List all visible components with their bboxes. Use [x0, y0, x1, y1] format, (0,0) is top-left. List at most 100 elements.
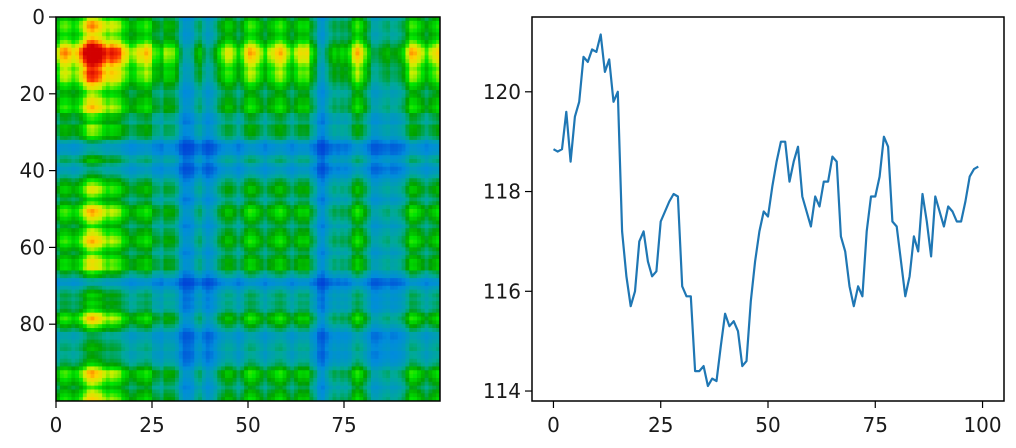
heatmap-cell	[75, 128, 80, 133]
heatmap-cell	[171, 36, 176, 41]
heatmap-cell	[201, 197, 207, 202]
heatmap-cell	[336, 182, 341, 187]
heatmap-cell	[94, 59, 99, 64]
heatmap-cell	[121, 113, 126, 118]
heatmap-cell	[178, 116, 184, 122]
heatmap-cell	[240, 40, 245, 45]
heatmap-cell	[248, 193, 253, 198]
heatmap-cell	[82, 66, 88, 72]
heatmap-cell	[424, 193, 429, 198]
heatmap-cell	[336, 124, 341, 129]
heatmap-cell	[428, 132, 433, 137]
heatmap-cell	[132, 86, 138, 91]
heatmap-cell	[359, 128, 364, 133]
heatmap-cell	[363, 78, 368, 83]
heatmap-cell	[94, 24, 99, 29]
heatmap-cell	[224, 43, 230, 49]
heatmap-cell	[320, 113, 326, 118]
heatmap-cell	[67, 66, 72, 72]
heatmap-cell	[409, 143, 414, 148]
heatmap-cell	[351, 159, 356, 164]
heatmap-cell	[228, 28, 234, 33]
heatmap-cell	[121, 116, 126, 122]
heatmap-cell	[255, 17, 260, 22]
heatmap-cell	[152, 63, 157, 68]
heatmap-cell	[121, 201, 126, 206]
heatmap-cell	[240, 24, 245, 29]
heatmap-cell	[113, 185, 118, 191]
heatmap-cell	[178, 189, 184, 195]
heatmap-cell	[328, 174, 333, 179]
heatmap-cell	[209, 147, 214, 152]
heatmap-cell	[79, 78, 84, 83]
heatmap-cell	[209, 89, 214, 95]
heatmap-cell	[286, 178, 291, 183]
heatmap-cell	[363, 128, 368, 133]
heatmap-cell	[144, 155, 149, 160]
heatmap-cell	[255, 124, 260, 129]
heatmap-cell	[259, 116, 264, 122]
heatmap-cell	[186, 70, 191, 75]
heatmap-cell	[205, 63, 210, 68]
heatmap-cell	[397, 143, 402, 148]
heatmap-cell	[297, 143, 303, 148]
heatmap-cell	[113, 59, 118, 64]
heatmap-cell	[294, 63, 299, 68]
heatmap-cell	[79, 124, 84, 129]
heatmap-cell	[336, 78, 341, 83]
heatmap-cell	[178, 74, 184, 79]
heatmap-cell	[113, 201, 118, 206]
heatmap-cell	[178, 17, 184, 22]
heatmap-cell	[409, 116, 414, 122]
heatmap-cell	[351, 59, 356, 64]
heatmap-cell	[232, 162, 237, 168]
heatmap-cell	[278, 197, 283, 202]
heatmap-cell	[297, 147, 303, 152]
heatmap-cell	[56, 74, 61, 79]
heatmap-cell	[320, 143, 326, 148]
heatmap-cell	[86, 143, 91, 148]
heatmap-cell	[286, 136, 291, 141]
heatmap-cell	[374, 78, 379, 83]
heatmap-cell	[416, 20, 422, 26]
heatmap-cell	[255, 193, 260, 198]
heatmap-cell	[128, 101, 134, 106]
heatmap-cell	[79, 86, 84, 91]
heatmap-cell	[155, 120, 161, 125]
heatmap-cell	[194, 116, 199, 122]
heatmap-cell	[413, 105, 418, 110]
heatmap-cell	[428, 182, 433, 187]
heatmap-cell	[259, 109, 264, 114]
heatmap-cell	[336, 36, 341, 41]
heatmap-cell	[190, 101, 195, 106]
heatmap-cell	[297, 136, 303, 141]
heatmap-cell	[163, 147, 168, 152]
heatmap-cell	[167, 59, 172, 64]
heatmap-cell	[248, 178, 253, 183]
heatmap-cell	[63, 124, 68, 129]
heatmap-cell	[405, 40, 410, 45]
heatmap-cell	[313, 182, 318, 187]
heatmap-cell	[171, 66, 176, 72]
heatmap-cell	[105, 124, 111, 129]
heatmap-cell	[201, 124, 207, 129]
heatmap-cell	[317, 78, 322, 83]
heatmap-cell	[125, 197, 130, 202]
heatmap-cell	[217, 162, 222, 168]
heatmap-cell	[136, 162, 141, 168]
heatmap-cell	[213, 166, 218, 171]
heatmap-cell	[255, 182, 260, 187]
heatmap-cell	[324, 182, 330, 187]
heatmap-cell	[121, 105, 126, 110]
heatmap-cell	[328, 82, 333, 87]
heatmap-cell	[340, 86, 345, 91]
heatmap-cell	[109, 155, 114, 160]
heatmap-cell	[102, 159, 107, 164]
heatmap-cell	[132, 113, 138, 118]
heatmap-cell	[263, 201, 268, 206]
heatmap-cell	[370, 66, 376, 72]
heatmap-cell	[259, 101, 264, 106]
heatmap-cell	[317, 147, 322, 152]
heatmap-cell	[424, 189, 429, 195]
heatmap-cell	[90, 43, 95, 49]
